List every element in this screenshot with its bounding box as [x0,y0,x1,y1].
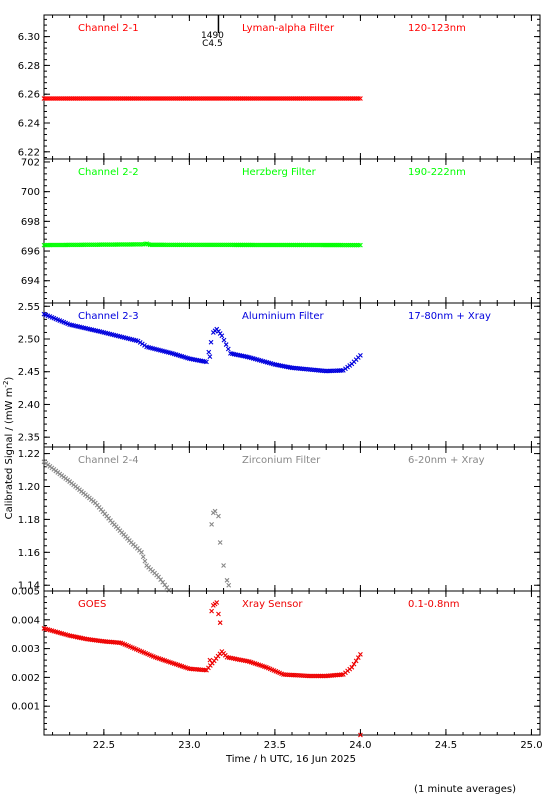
panel-frame [43,14,541,160]
y-tick-label: 0.001 [11,702,40,713]
data-point [209,608,215,614]
data-point [225,346,231,352]
y-tick-label: 2.45 [18,367,40,378]
x-tick-label: 22.5 [93,740,115,751]
filter-name: Aluminium Filter [242,311,325,322]
filter-name: Zirconium Filter [242,455,321,466]
y-tick-label: 2.50 [18,335,40,346]
y-tick-label: 0.002 [11,673,40,684]
y-axis-label-exponent: -2 [2,381,10,388]
y-tick-label: 2.40 [18,400,40,411]
y-tick-label: 694 [21,276,40,287]
panel-title: Channel 2-3 [78,311,139,322]
data-point [140,554,146,560]
y-tick-label: 6.24 [18,119,40,130]
data-point [353,658,359,664]
x-tick-label: 23.0 [178,740,200,751]
x-tick-label: 23.5 [264,740,286,751]
band-label: 0.1-0.8nm [408,599,460,610]
y-tick-label: 6.30 [18,32,40,43]
data-point [224,577,230,583]
data-point [166,587,172,593]
y-tick-label: 1.16 [18,548,40,559]
data-point [216,611,221,617]
panel-5: 0.001 0.002 0.003 0.004 0.005 22.5 23.0 23.5 24.… [11,587,542,752]
data-point [214,600,220,605]
y-tick-label: 1.22 [18,449,40,460]
data-point [217,540,223,545]
panel-1: 6.22 6.24 6.26 6.28 6.30 Channel 2-1 Lyman-alp… [18,14,541,160]
data-point [226,582,232,588]
y-tick-label: 0.004 [11,615,40,626]
panel-title: Channel 2-4 [78,455,139,466]
data-point [358,732,363,738]
data-point [207,657,213,663]
data-point [221,563,226,568]
footnote: (1 minute averages) [414,784,516,795]
y-tick-label: 6.26 [18,90,40,101]
data-point [208,339,214,345]
data-point [355,655,361,660]
flare-class: C4.5 [202,39,223,49]
filter-name: Xray Sensor [242,599,303,610]
data-point [351,661,357,667]
band-label: 6-20nm + Xray [408,455,485,466]
panel-title: GOES [78,599,106,610]
band-label: 120-123nm [408,23,466,34]
y-tick-label: 6.28 [18,61,40,72]
data-point [358,352,363,358]
data-point [358,651,363,657]
panel-frame [43,302,541,448]
y-axis-label: Calibrated Signal / (mW m-2) [2,377,15,520]
y-tick-label: 700 [21,187,40,198]
panel-frame [43,158,541,304]
data-point [223,342,229,347]
y-tick-label: 702 [21,157,40,168]
y-tick-label: 696 [21,247,40,258]
x-axis-label: Time / h UTC, 16 Jun 2025 [225,754,356,765]
data-point [216,513,221,519]
data-point [207,354,213,360]
data-point [219,333,225,339]
y-axis-label-main: Calibrated Signal / (mW m [4,388,15,520]
panel-frame [43,590,541,736]
filter-name: Lyman-alpha Filter [242,23,335,34]
y-tick-label: 0.003 [11,644,40,655]
data-point [139,549,144,555]
filter-name: Herzberg Filter [242,167,317,178]
panels: 6.22 6.24 6.26 6.28 6.30 Channel 2-1 Lyman-alp… [11,14,543,752]
data-point [206,349,212,355]
panel-3: 2.35 2.40 2.45 2.50 2.55 Channel 2-3 Aluminium… [18,302,541,448]
data-point [217,620,223,626]
data-point [212,508,218,514]
data-point [349,664,355,670]
data-point [142,558,148,564]
panel-title: Channel 2-2 [78,167,139,178]
y-tick-label: 2.35 [18,433,40,444]
y-tick-label: 6.22 [18,147,40,158]
band-label: 190-222nm [408,167,466,178]
panel-2: 694 696 698 700 702 Channel 2-2 Herzberg Filte… [21,157,541,304]
x-tick-label: 24.0 [349,740,371,751]
panel-4: 1.14 1.16 1.18 1.20 1.22 Channel 2-4 Zirconium… [18,446,541,593]
y-tick-label: 1.14 [18,581,40,592]
data-point [358,96,363,101]
x-tick-label: 24.5 [435,740,457,751]
y-tick-label: 698 [21,217,40,228]
y-tick-label: 1.20 [18,482,40,493]
y-tick-label: 0.005 [11,587,40,598]
panel-frame [43,446,541,592]
flare-number: 1490 [201,31,224,41]
data-point [204,359,209,365]
data-point [358,242,363,248]
data-point [209,521,215,527]
data-point [221,337,227,343]
y-tick-label: 1.18 [18,515,40,526]
band-label: 17-80nm + Xray [408,311,491,322]
panel-title: Channel 2-1 [78,23,139,34]
y-axis-label-close: ) [4,377,15,381]
y-tick-label: 2.55 [18,302,40,313]
x-tick-label: 25.0 [520,740,542,751]
